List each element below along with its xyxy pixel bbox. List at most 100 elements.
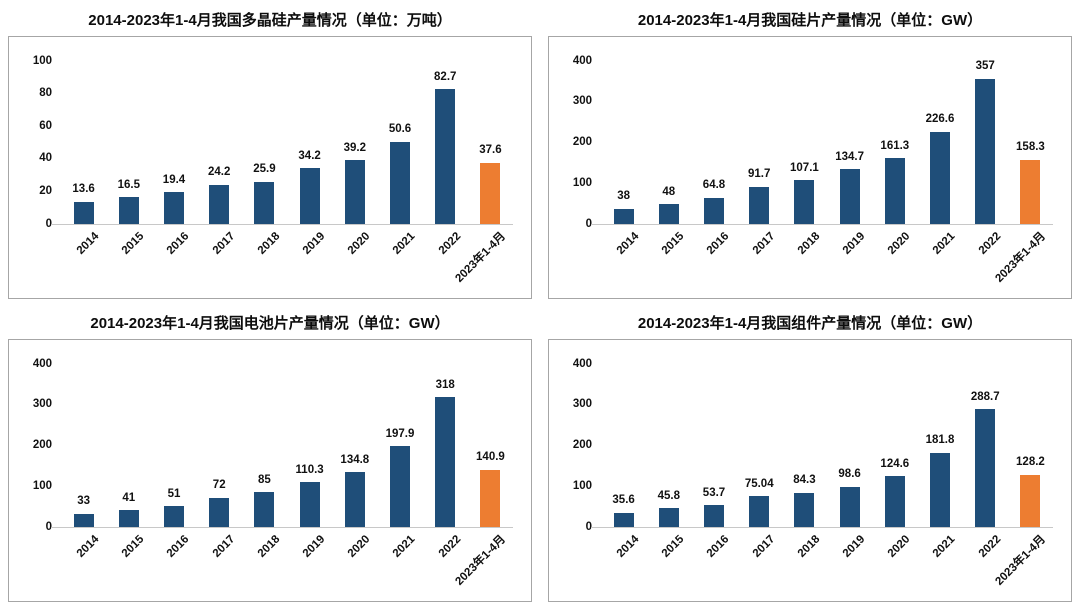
bar-value-label: 13.6 [72,183,95,196]
bar-slot: 34.2 2019 [287,61,332,257]
bar-value-label: 33 [77,495,90,508]
bar-value-label: 34.2 [298,149,321,162]
bar-slot: 75.04 2017 [737,364,782,559]
bar-value-label: 161.3 [880,139,910,152]
bar-slot: 158.3 2023年1-4月 [994,61,1053,284]
chart-panel-module-output: 2014-2023年1-4月我国组件产量情况（单位：GW） 0 100 200 300… [540,303,1080,606]
bar-value-label: 38 [617,190,630,203]
bar-slot: 82.7 2022 [423,61,468,257]
bar [435,397,456,527]
y-axis-tick-label: 0 [585,217,592,230]
bar-slot: 161.3 2020 [872,61,917,257]
chart-title: 2014-2023年1-4月我国组件产量情况（单位：GW） [637,315,983,332]
x-axis-category-label: 2018 [255,230,283,257]
y-axis-tick-label: 20 [39,184,52,197]
bar [480,469,501,527]
bar [749,186,770,224]
bar-value-label: 16.5 [117,178,140,191]
bar-slot: 110.3 2019 [287,364,332,560]
chart-title: 2014-2023年1-4月我国多晶硅产量情况（单位：万吨） [88,12,452,29]
y-axis-tick-label: 200 [572,135,592,148]
x-axis-category-label: 2017 [750,230,777,257]
bar-value-label: 110.3 [295,463,324,476]
bar-value-label: 48 [662,185,676,198]
x-axis-category-label: 2016 [165,533,192,560]
plot-region: 0 20 40 60 80 100 13.6 2014 16.5 2015 19.4 2016 24.2… [33,55,513,285]
bar-slot: 134.8 2020 [332,364,377,560]
bar [839,169,860,224]
x-axis-category-label: 2017 [210,533,237,560]
x-axis-category-label: 2021 [391,230,418,257]
bar-slot: 84.3 2018 [782,364,827,560]
bar-value-label: 19.4 [162,173,186,186]
chart-plot-area: 0 20 40 60 80 100 13.6 2014 16.5 2015 19.4 2016 24.2… [8,36,532,299]
bar-slot: 50.6 2021 [377,61,422,257]
chart-panel-polysilicon-output: 2014-2023年1-4月我国多晶硅产量情况（单位：万吨） 0 20 40 60 80… [0,0,540,303]
bar-value-label: 107.1 [790,161,819,174]
bar [390,141,411,224]
bar [209,184,230,224]
x-axis-category-label: 2019 [840,533,868,560]
bar [164,506,184,527]
x-axis-category-label: 2014 [74,533,102,560]
chart-panel-solar-cell-output: 2014-2023年1-4月我国电池片产量情况（单位：GW） 0 100 200 30… [0,303,540,606]
bar [930,452,951,527]
x-axis-category-label: 2015 [120,230,147,257]
bar-slot: 45.8 2015 [646,364,691,560]
x-axis-category-label: 2022 [436,533,464,560]
bar-value-label: 25.9 [253,163,276,176]
y-axis-tick-label: 300 [32,398,52,410]
bar-slot: 35.6 2014 [601,364,646,559]
y-axis-tick-label: 400 [32,357,52,370]
chart-plot-area: 0 100 200 300 400 35.6 2014 45.8 2015 53.7 2016 75.… [548,339,1072,602]
x-axis-category-label: 2014 [614,230,642,257]
bars-container: 38 2014 48 2015 64.8 2016 91.7 2017 107.1 2018 134… [601,61,1053,285]
chart-title: 2014-2023年1-4月我国电池片产量情况（单位：GW） [90,315,450,332]
bar-value-label: 45.8 [657,489,680,502]
bar-value-label: 64.8 [702,179,726,192]
bars-container: 13.6 2014 16.5 2015 19.4 2016 24.2 2017 25.9 2018… [61,61,513,285]
x-axis-category-label: 2022 [976,533,1004,560]
bar [299,482,320,527]
bar-value-label: 75.04 [744,477,774,490]
x-axis-category-label: 2021 [931,230,958,257]
bar-value-label: 181.8 [925,434,955,447]
y-axis-tick-label: 100 [32,479,52,492]
bar [794,180,815,224]
bar [975,409,996,527]
chart-panel-silicon-wafer-output: 2014-2023年1-4月我国硅片产量情况（单位：GW） 0 100 200 300… [540,0,1080,303]
bar [1020,159,1041,224]
x-axis-category-label: 2020 [346,533,373,560]
bar [658,508,679,527]
x-axis-line [591,527,1053,528]
bar-slot: 124.6 2020 [872,364,917,560]
bar-value-label: 41 [122,491,136,504]
bar [839,486,860,527]
bar-value-label: 140.9 [476,451,505,464]
x-axis-category-label: 2017 [210,230,237,257]
y-axis-tick-label: 100 [32,54,52,67]
y-axis-tick-label: 300 [572,398,592,410]
bar-slot: 91.7 2017 [737,61,782,257]
bar-value-label: 37.6 [479,144,502,157]
bar-slot: 98.6 2019 [827,364,872,560]
bar-slot: 85 2018 [242,364,287,560]
bar-value-label: 35.6 [612,494,635,506]
bar-value-label: 134.8 [340,453,370,466]
x-axis-category-label: 2020 [346,230,373,257]
bar-slot: 33 2014 [61,364,106,560]
bar [390,446,411,527]
bar-slot: 318 2022 [423,364,468,560]
bar [884,476,905,527]
bar-value-label: 39.2 [343,141,367,154]
x-axis-category-label: 2018 [795,533,823,560]
bar-value-label: 128.2 [1016,456,1045,469]
y-axis-tick-label: 400 [572,54,592,67]
bar-value-label: 51 [167,487,181,500]
bar-value-label: 226.6 [925,113,955,126]
x-axis-category-label: 2021 [391,533,418,560]
bar [930,131,951,224]
bar-value-label: 98.6 [838,468,861,481]
bar [1020,474,1041,527]
